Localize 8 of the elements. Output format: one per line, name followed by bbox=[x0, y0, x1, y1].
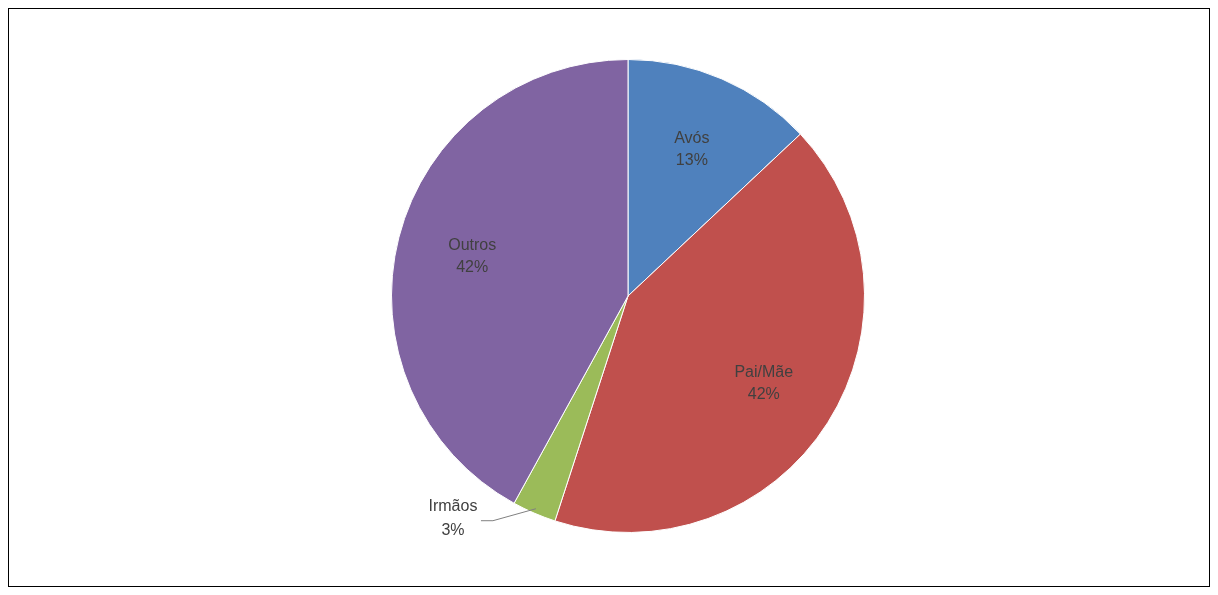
slice-label: Avós bbox=[674, 128, 710, 146]
data-label: 3% bbox=[441, 521, 465, 539]
data-label: 42% bbox=[747, 384, 780, 402]
data-label: 42% bbox=[456, 258, 489, 276]
data-label: 13% bbox=[675, 150, 708, 168]
slice-label: Outros bbox=[448, 236, 497, 254]
slice-label: Irmãos bbox=[428, 497, 478, 515]
slice-label: Pai/Mãe bbox=[734, 362, 794, 380]
